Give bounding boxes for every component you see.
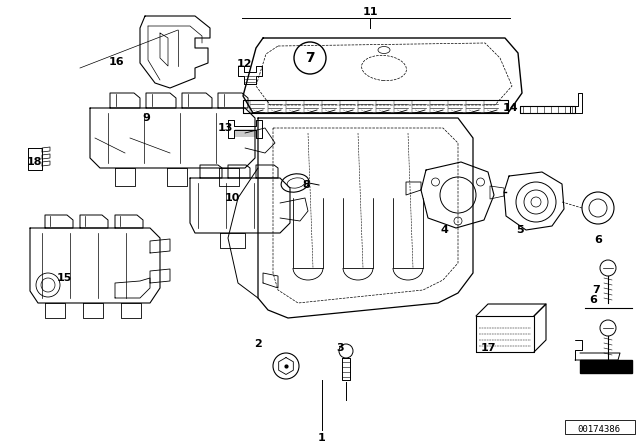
Text: 1: 1 [318, 433, 326, 443]
Text: 2: 2 [254, 339, 262, 349]
Text: 13: 13 [218, 123, 233, 133]
Bar [565, 420, 635, 434]
Text: 7: 7 [305, 51, 315, 65]
Text: 14: 14 [502, 103, 518, 113]
Text: 10: 10 [224, 193, 240, 203]
Text: 6: 6 [594, 235, 602, 245]
Text: 6: 6 [590, 295, 602, 305]
Text: 8: 8 [302, 180, 310, 190]
Text: 12: 12 [236, 59, 252, 69]
Text: 7: 7 [592, 285, 600, 295]
Text: 4: 4 [440, 225, 448, 235]
Text: 3: 3 [336, 343, 344, 353]
Text: 15: 15 [56, 273, 72, 283]
Text: 18: 18 [26, 157, 42, 167]
Text: 16: 16 [108, 57, 124, 67]
Text: 00174386: 00174386 [577, 425, 621, 434]
Text: 17: 17 [480, 343, 496, 353]
Text: 11: 11 [362, 7, 378, 17]
Text: 5: 5 [516, 225, 524, 235]
Text: 9: 9 [142, 113, 150, 123]
Polygon shape [580, 360, 632, 373]
